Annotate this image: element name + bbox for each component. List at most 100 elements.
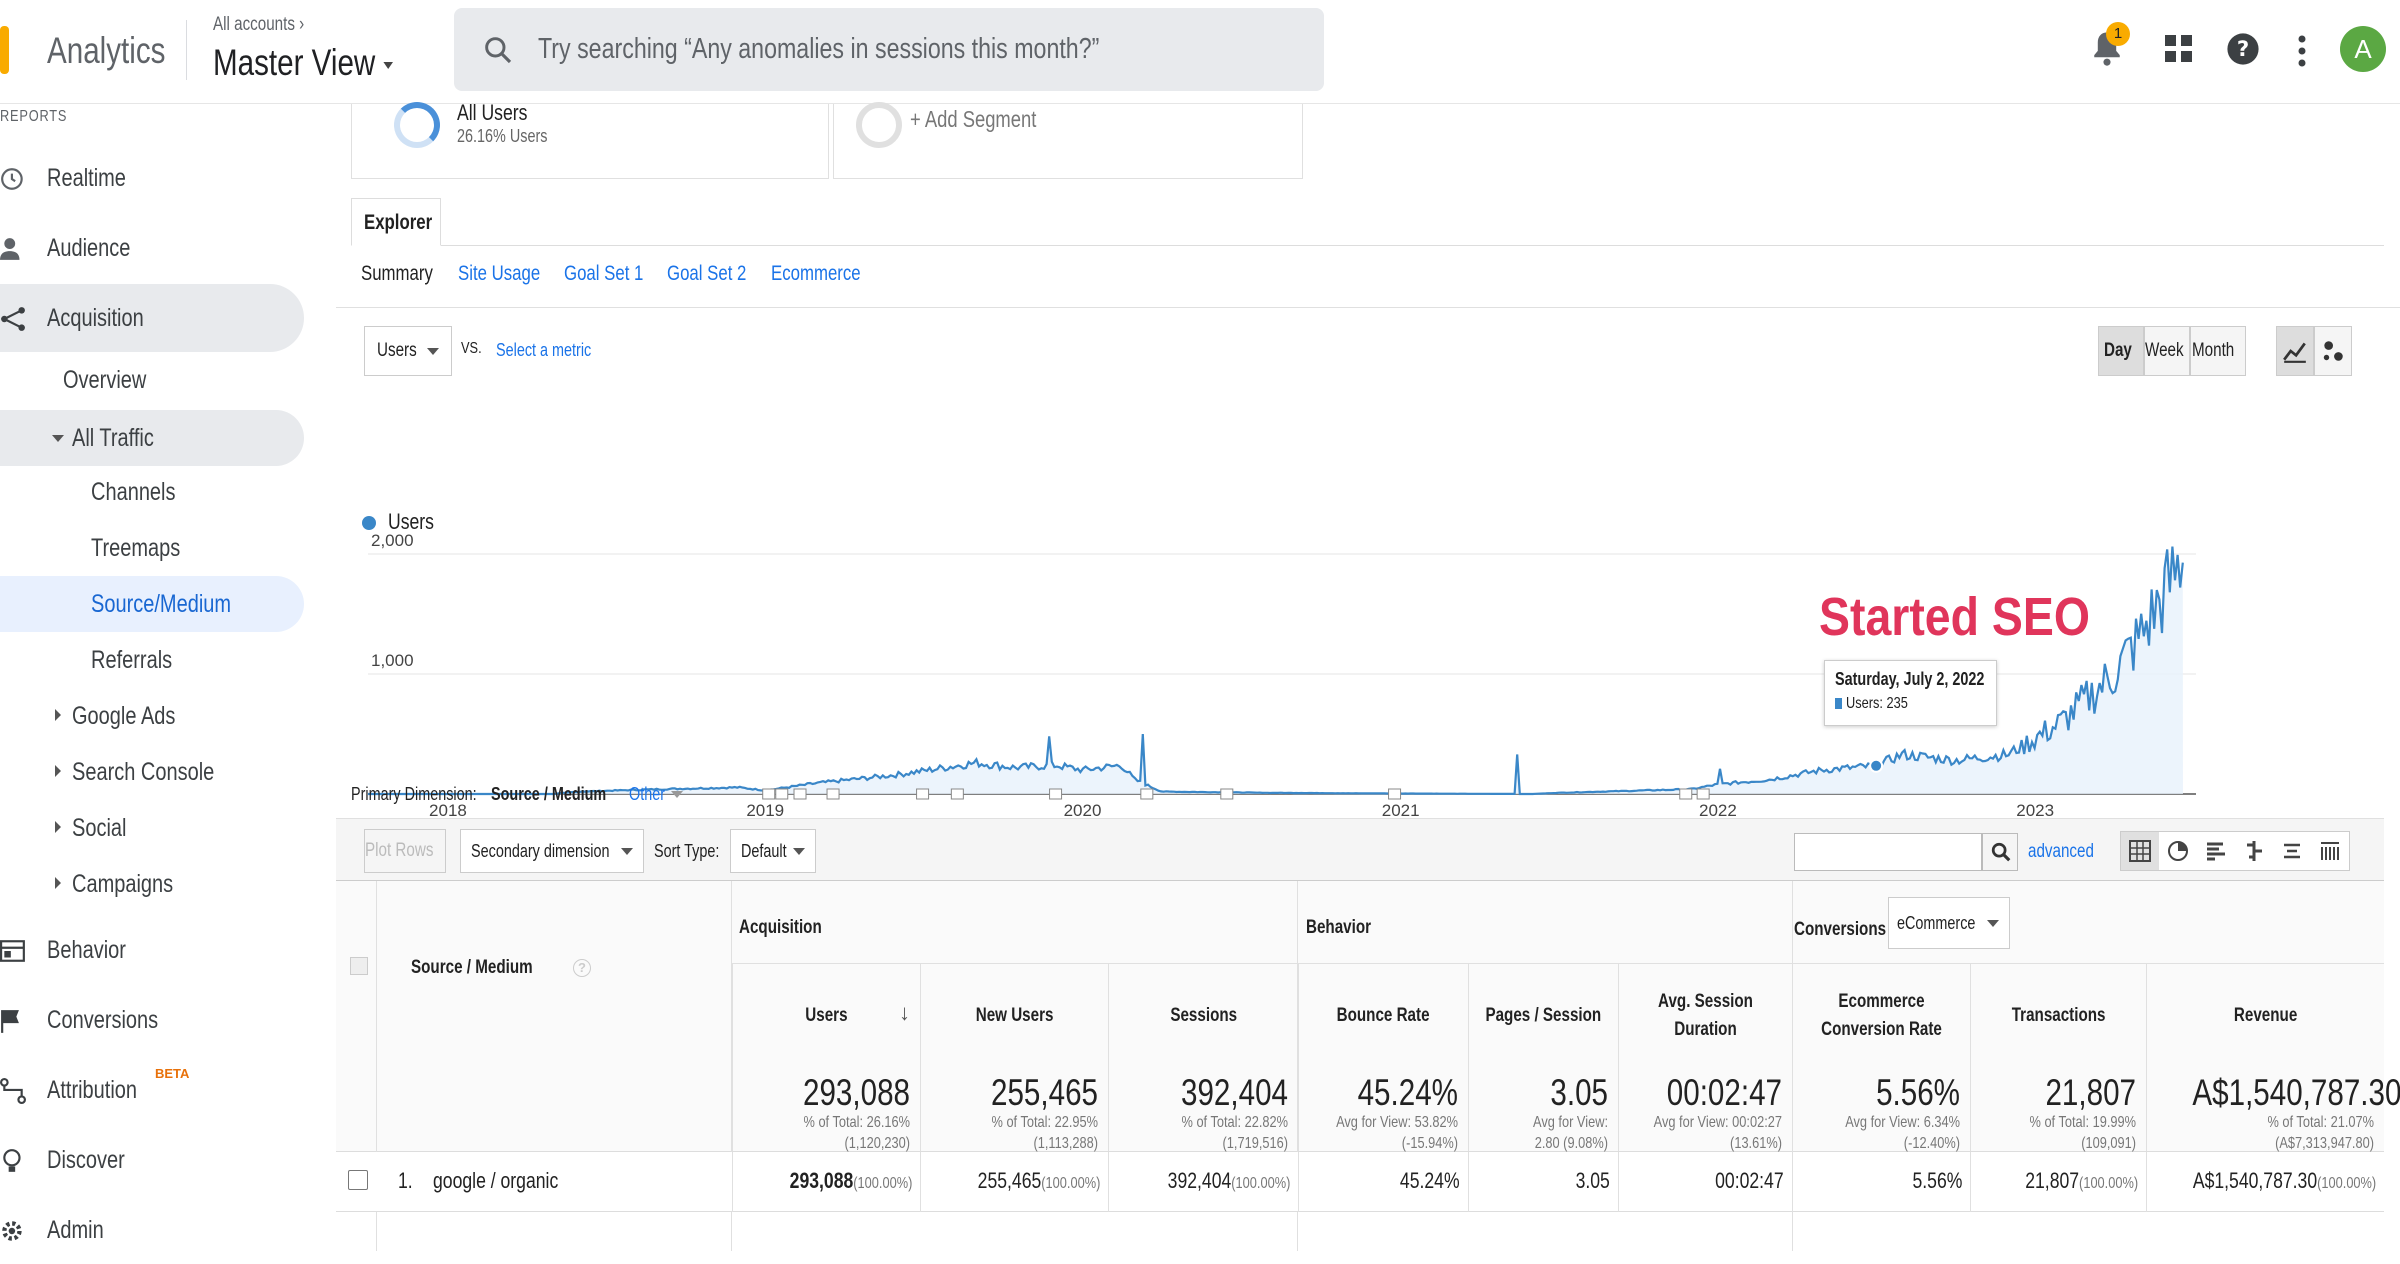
- help-icon[interactable]: ?: [573, 958, 592, 977]
- table-search-input[interactable]: [1794, 833, 1982, 871]
- caret-right-icon: [55, 877, 61, 889]
- other-dimension-link[interactable]: Other: [629, 784, 666, 804]
- sort-type-select[interactable]: Default: [730, 829, 816, 873]
- annotation-marker-icon[interactable]: [916, 788, 930, 800]
- column-header-avg-session-duration[interactable]: Avg. Session Duration: [1618, 964, 1792, 1068]
- period-week-button[interactable]: Week: [2144, 326, 2190, 376]
- apps-grid-icon[interactable]: [2164, 34, 2194, 64]
- tab-explorer[interactable]: Explorer: [351, 198, 441, 246]
- add-segment[interactable]: + Add Segment: [833, 102, 1303, 179]
- period-day-button[interactable]: Day: [2098, 326, 2144, 376]
- column-header-label: Avg. Session Duration: [1658, 991, 1753, 1040]
- annotation-marker-icon[interactable]: [1696, 788, 1710, 800]
- comparison-view-icon[interactable]: [2235, 832, 2273, 870]
- annotation-marker-icon[interactable]: [1140, 788, 1154, 800]
- table-search-button[interactable]: [1982, 833, 2018, 871]
- annotation-marker-icon[interactable]: [1220, 788, 1234, 800]
- sidebar-item-google-ads[interactable]: Google Ads: [0, 688, 304, 744]
- annotation-marker-icon[interactable]: [793, 788, 807, 800]
- annotation-marker-icon[interactable]: [1679, 788, 1693, 800]
- column-header-pages-per-session[interactable]: Pages / Session: [1468, 964, 1618, 1068]
- metric-select[interactable]: Users: [364, 326, 452, 376]
- annotation-marker-icon[interactable]: [775, 788, 789, 800]
- sidebar-item-acquisition[interactable]: Acquisition: [0, 284, 304, 352]
- sidebar-item-behavior[interactable]: Behavior: [0, 916, 304, 984]
- view-selector[interactable]: Master View: [213, 42, 438, 84]
- table-row[interactable]: 1. google / organic 293,088(100.00%) 255,…: [336, 1152, 2384, 1212]
- sidebar-item-social[interactable]: Social: [0, 800, 304, 856]
- users-line-chart[interactable]: 2018 2019 2020 2021 2022 2023 2,000 1,000: [336, 404, 2400, 844]
- sidebar-item-channels[interactable]: Channels: [0, 464, 304, 520]
- sidebar-item-discover[interactable]: Discover: [0, 1126, 304, 1194]
- subtab-summary[interactable]: Summary: [361, 262, 433, 285]
- analytics-logo[interactable]: [0, 26, 20, 74]
- caret-down-icon: [1987, 920, 1999, 927]
- conversions-type-select[interactable]: eCommerce: [1888, 897, 2010, 949]
- total-value: 21,807: [2045, 1072, 2136, 1113]
- annotation-marker-icon[interactable]: [1388, 788, 1402, 800]
- annotation-marker-icon[interactable]: [1049, 788, 1063, 800]
- row-checkbox[interactable]: [348, 1170, 368, 1190]
- sidebar-item-referrals[interactable]: Referrals: [0, 632, 304, 688]
- all-accounts-link[interactable]: All accounts ›: [213, 14, 305, 35]
- search-bar[interactable]: Try searching “Any anomalies in sessions…: [454, 8, 1324, 91]
- sidebar-item-attribution[interactable]: Attribution BETA: [0, 1056, 304, 1124]
- table-view-icon[interactable]: [2121, 832, 2159, 870]
- total-bounce-rate: 45.24% Avg for View: 53.82% (-15.94%): [1298, 1068, 1468, 1152]
- app-name[interactable]: Analytics: [47, 30, 166, 71]
- annotation-marker-icon[interactable]: [826, 788, 840, 800]
- column-header-ecommerce-conversion-rate[interactable]: Ecommerce Conversion Rate: [1792, 964, 1970, 1068]
- sidebar-item-label: Campaigns: [72, 870, 174, 898]
- column-header-users[interactable]: Users ↓: [732, 964, 920, 1068]
- sidebar-item-source-medium[interactable]: Source/Medium: [0, 576, 304, 632]
- column-header-new-users[interactable]: New Users: [920, 964, 1108, 1068]
- motion-chart-toggle[interactable]: [2314, 326, 2352, 376]
- secondary-dimension-select[interactable]: Secondary dimension: [460, 829, 644, 873]
- source-medium-header[interactable]: Source / Medium?: [411, 957, 592, 979]
- column-header-bounce-rate[interactable]: Bounce Rate: [1298, 964, 1468, 1068]
- subtab-goal-set-1[interactable]: Goal Set 1: [564, 262, 644, 285]
- more-vert-icon[interactable]: [2296, 34, 2308, 68]
- select-metric-link[interactable]: Select a metric: [496, 340, 592, 360]
- line-chart-toggle[interactable]: [2276, 326, 2314, 376]
- annotation-marker-icon[interactable]: [950, 788, 964, 800]
- caret-down-icon: [427, 348, 439, 355]
- hovered-data-point[interactable]: [1869, 758, 1884, 773]
- header-checkbox[interactable]: [350, 957, 368, 975]
- sidebar-item-search-console[interactable]: Search Console: [0, 744, 304, 800]
- subtab-site-usage[interactable]: Site Usage: [458, 262, 541, 285]
- column-header-transactions[interactable]: Transactions: [1970, 964, 2146, 1068]
- caret-down-icon: [52, 435, 64, 442]
- sidebar-item-conversions[interactable]: Conversions: [0, 986, 304, 1054]
- sidebar-item-treemaps[interactable]: Treemaps: [0, 520, 304, 576]
- sidebar-item-all-traffic[interactable]: All Traffic: [0, 410, 304, 466]
- subtab-goal-set-2[interactable]: Goal Set 2: [667, 262, 747, 285]
- pivot-view-icon[interactable]: [2311, 832, 2349, 870]
- column-header-sessions[interactable]: Sessions: [1108, 964, 1298, 1068]
- plot-rows-button[interactable]: Plot Rows: [364, 829, 446, 873]
- sidebar-item-admin[interactable]: Admin: [0, 1196, 304, 1264]
- row-source-medium-link[interactable]: google / organic: [433, 1168, 559, 1193]
- advanced-filter-link[interactable]: advanced: [2028, 841, 2094, 862]
- column-header-label: Revenue: [2233, 1005, 2298, 1026]
- sidebar-item-audience[interactable]: Audience: [0, 214, 304, 282]
- sidebar-item-realtime[interactable]: Realtime: [0, 144, 304, 212]
- search-icon: [485, 37, 512, 64]
- caret-down-icon: [671, 791, 683, 798]
- help-icon[interactable]: ?: [2226, 32, 2260, 66]
- performance-view-icon[interactable]: [2197, 832, 2235, 870]
- primary-dimension-value[interactable]: Source / Medium: [491, 784, 607, 804]
- column-header-revenue[interactable]: Revenue: [2146, 964, 2384, 1068]
- period-month-button[interactable]: Month: [2190, 326, 2246, 376]
- sidebar-item-overview[interactable]: Overview: [0, 346, 304, 414]
- segment-all-users[interactable]: All Users 26.16% Users: [351, 100, 829, 179]
- term-cloud-view-icon[interactable]: [2273, 832, 2311, 870]
- pie-view-icon[interactable]: [2159, 832, 2197, 870]
- behavior-group-header: Behavior: [1306, 917, 1372, 938]
- annotation-marker-icon[interactable]: [762, 788, 776, 800]
- subtab-ecommerce[interactable]: Ecommerce: [771, 262, 861, 285]
- sidebar-item-campaigns[interactable]: Campaigns: [0, 856, 304, 912]
- sidebar-item-label: Attribution: [47, 1076, 138, 1104]
- sort-descending-icon[interactable]: ↓: [899, 1000, 910, 1025]
- avatar[interactable]: A: [2340, 26, 2386, 72]
